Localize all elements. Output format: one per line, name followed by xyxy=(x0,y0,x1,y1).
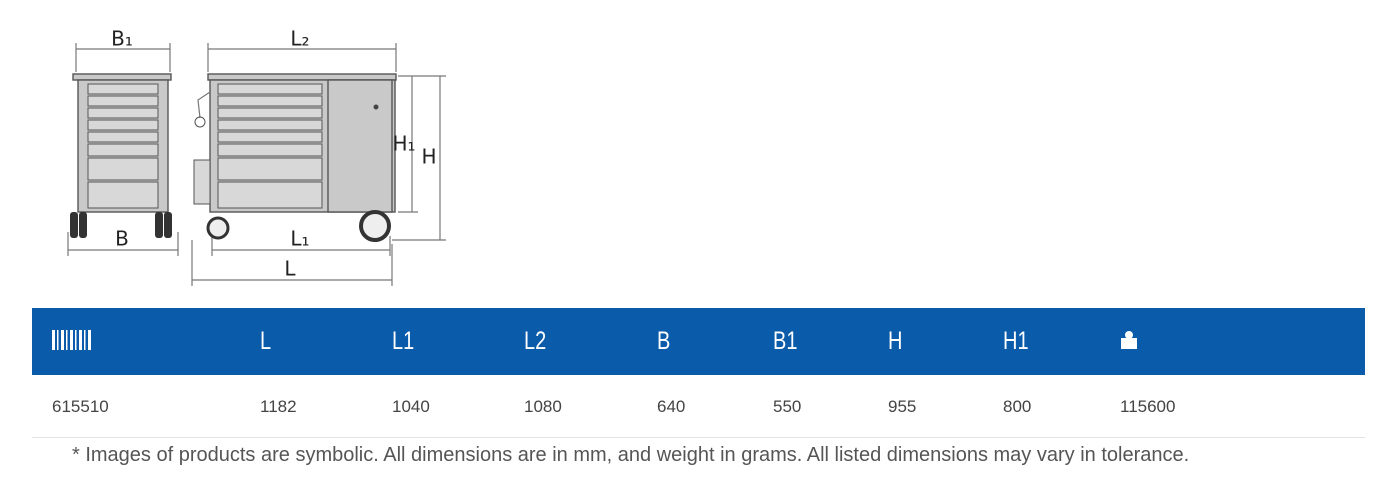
table-cell: 800 xyxy=(1003,397,1032,416)
dim-label: H xyxy=(421,145,436,169)
drawers xyxy=(87,83,159,209)
table-cell: 955 xyxy=(888,397,917,416)
table-cell: 640 xyxy=(657,397,686,416)
hook xyxy=(194,116,206,128)
column-header: L2 xyxy=(524,327,547,355)
top-plate xyxy=(207,73,397,81)
dim-label: L xyxy=(284,257,296,281)
wheel xyxy=(206,216,230,240)
column-header: B xyxy=(657,327,671,355)
barcode-icon xyxy=(52,330,91,350)
column-header: H xyxy=(888,327,903,355)
dim-label: B xyxy=(115,227,129,251)
side-box xyxy=(193,159,211,205)
table-header: L L1 L2 B B1 H H1 xyxy=(32,308,1365,375)
dim-label: B₁ xyxy=(111,27,133,51)
wheel xyxy=(359,210,391,242)
knob xyxy=(373,104,379,110)
dim-label: L₁ xyxy=(290,227,309,251)
dim-label: H₁ xyxy=(392,132,415,156)
table-cell: 1040 xyxy=(392,397,430,416)
table-row: 615510 1182 1040 1080 640 550 955 800 115600 xyxy=(32,376,1365,438)
wheels xyxy=(70,212,172,238)
column-header: L1 xyxy=(392,327,415,355)
table-cell: 550 xyxy=(773,397,802,416)
table-cell: 1182 xyxy=(260,397,297,416)
table-cell: 615510 xyxy=(52,397,109,416)
dim-label: L₂ xyxy=(290,27,309,51)
weight-icon xyxy=(1121,331,1137,349)
door xyxy=(327,79,393,213)
column-header: L xyxy=(260,327,272,355)
handle xyxy=(197,91,211,119)
column-header: H1 xyxy=(1003,327,1029,355)
table-cell: 1080 xyxy=(524,397,562,416)
table-cell: 115600 xyxy=(1120,397,1176,416)
product-diagram: B₁ B L₂ H₁ H L₁ L xyxy=(67,27,446,286)
dimension-lines xyxy=(67,43,446,286)
column-header: B1 xyxy=(773,327,798,355)
footnote: * Images of products are symbolic. All d… xyxy=(72,444,1190,466)
drawers xyxy=(217,83,323,209)
top-plate xyxy=(72,73,172,81)
